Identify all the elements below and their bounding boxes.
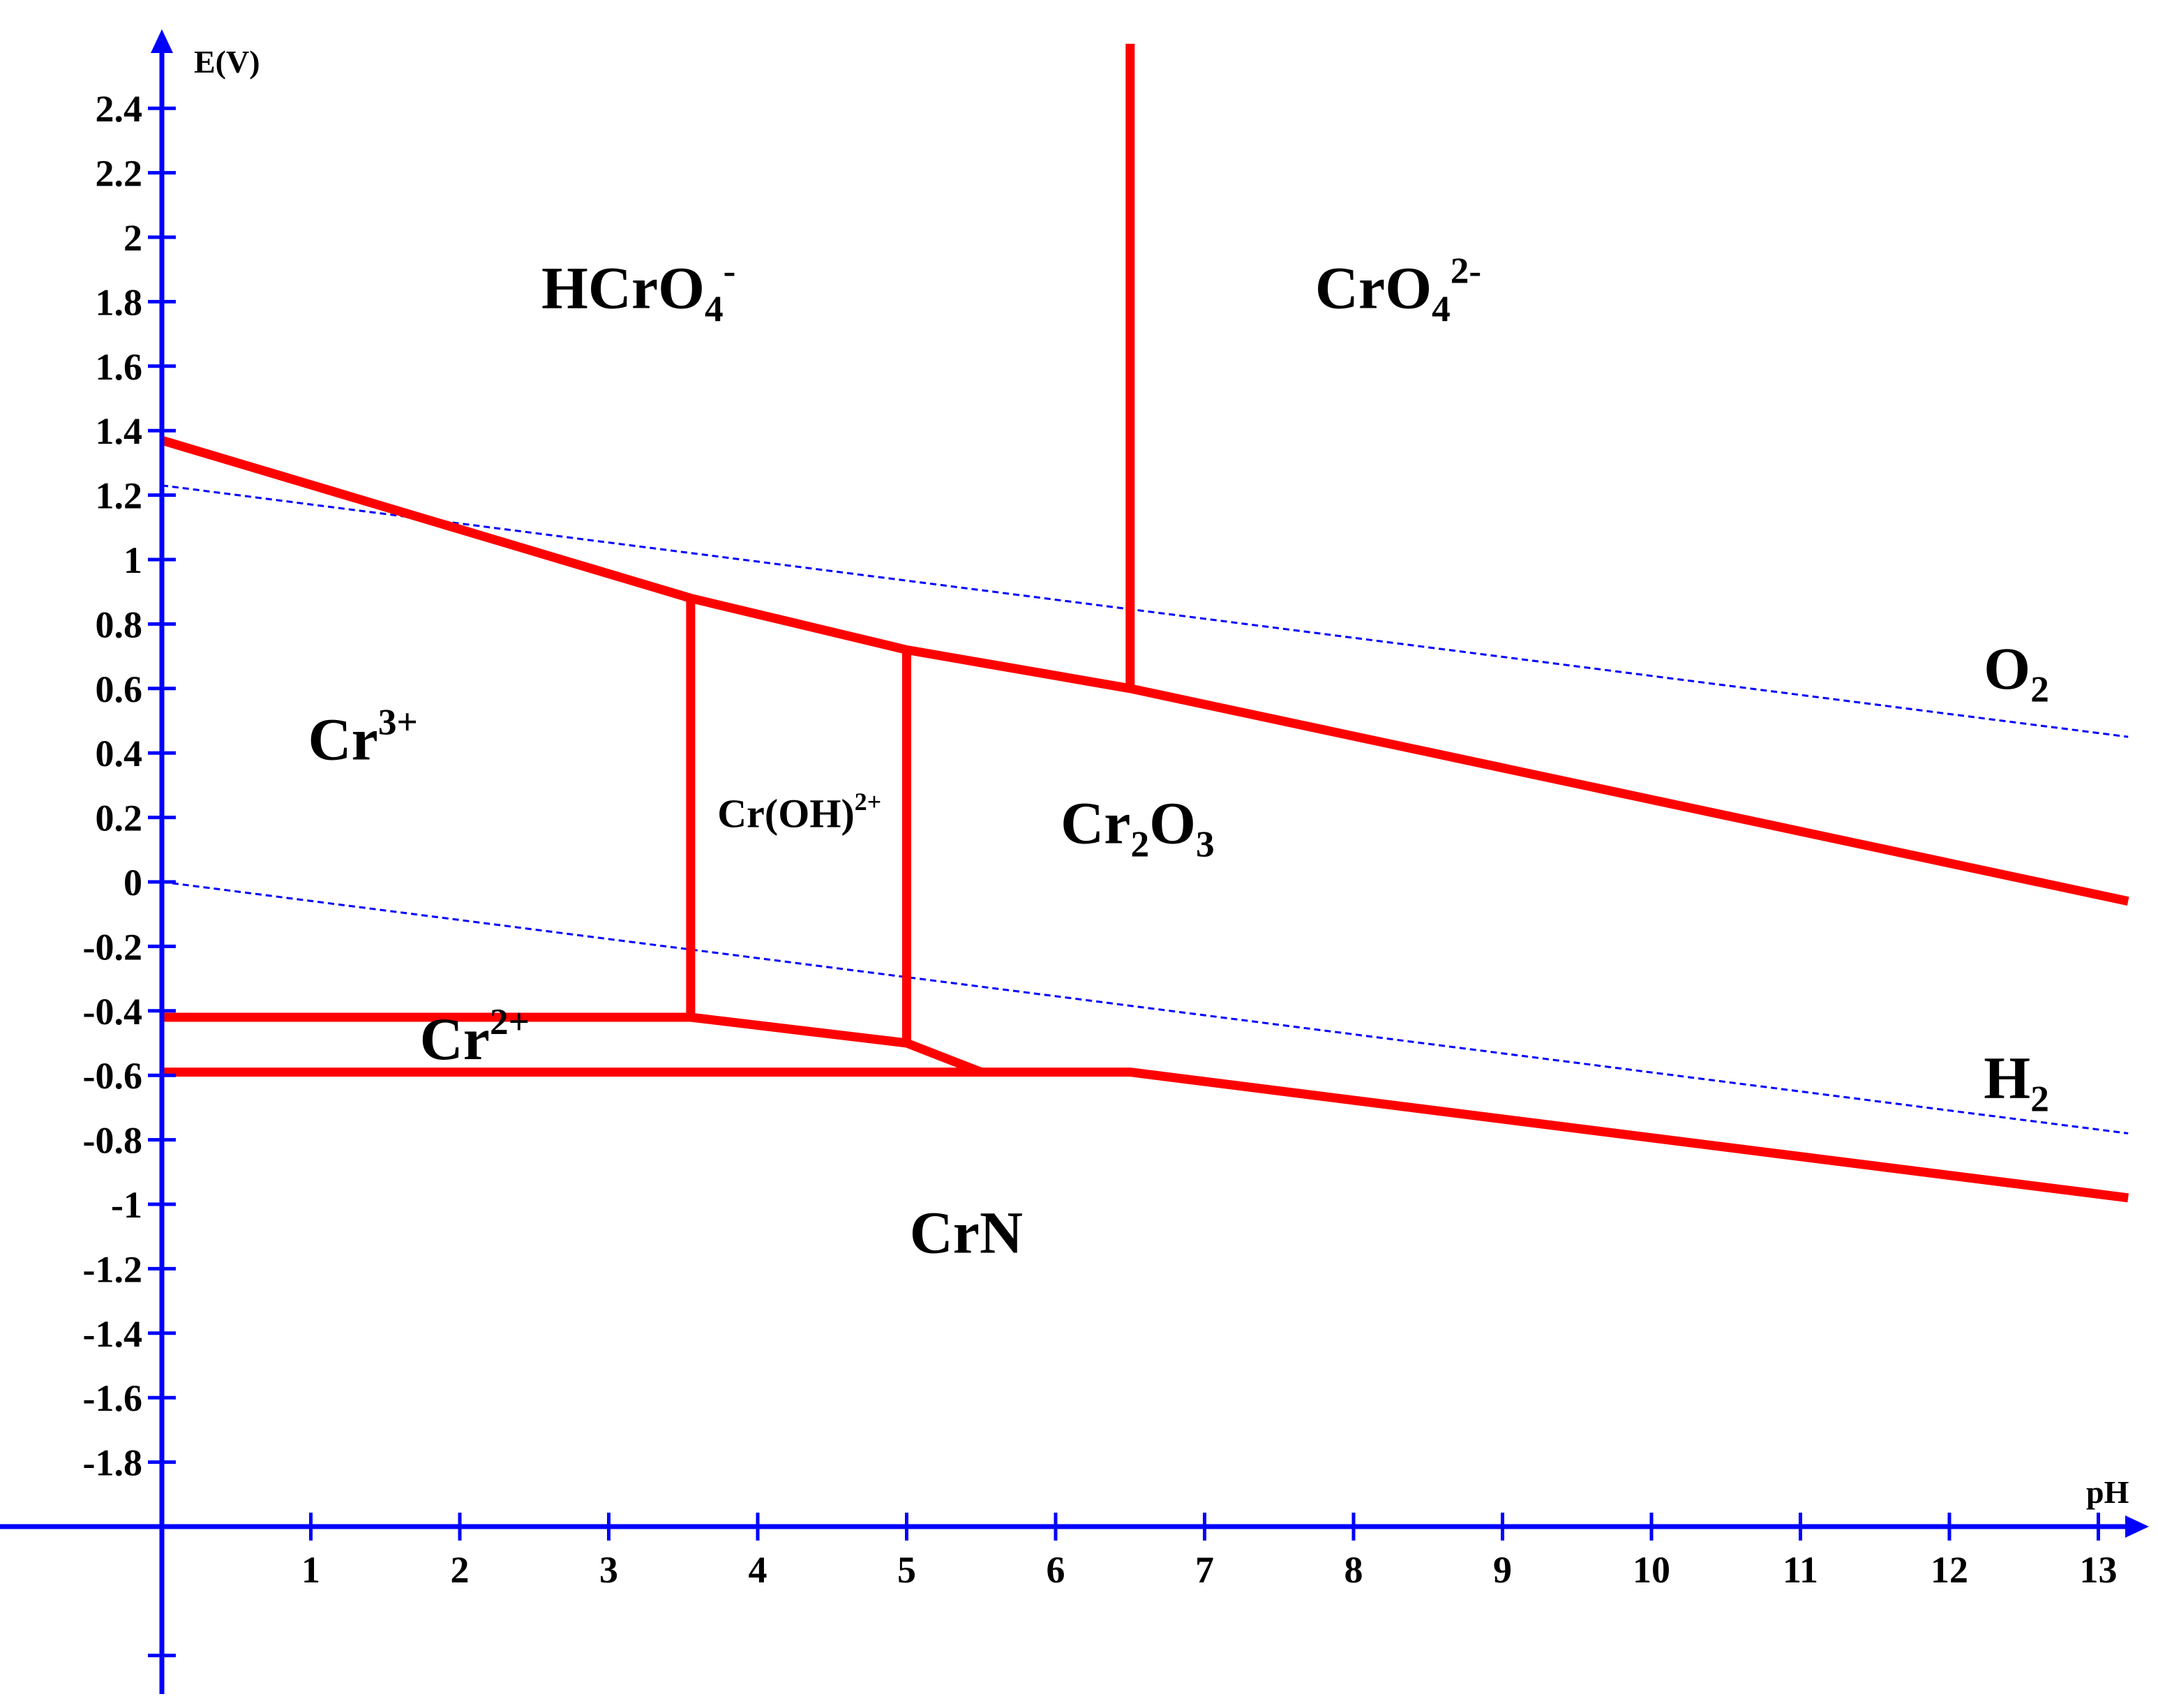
y-tick-label: 0.8 [96, 604, 143, 645]
phase-boundary-line [162, 1068, 2129, 1203]
region-label: CrO42- [1315, 250, 1481, 330]
y-tick-label: -1 [111, 1184, 142, 1226]
x-tick-label: 5 [897, 1549, 916, 1591]
region-label: Cr3+ [308, 701, 418, 772]
y-tick-label: -1.6 [83, 1377, 142, 1419]
y-tick-label: -0.2 [83, 926, 142, 968]
x-tick-label: 7 [1195, 1549, 1214, 1591]
water-line-h2 [161, 881, 2129, 1134]
y-tick-label: -0.4 [83, 991, 142, 1033]
y-tick-label: 1.4 [96, 410, 143, 452]
region-labels: HCrO4- CrO42- Cr3+ Cr(OH)2+ Cr2O3 Cr2+ CrN O2 H2 [308, 250, 2049, 1266]
y-tick-label: 0.2 [96, 797, 143, 839]
x-tick-label: 10 [1633, 1549, 1670, 1591]
y-tick-label: 2.4 [96, 88, 143, 130]
x-tick-label: 3 [599, 1549, 618, 1591]
x-tick-label: 13 [2080, 1549, 2118, 1591]
x-tick-label: 2 [451, 1549, 470, 1591]
y-tick-label: -0.8 [83, 1120, 142, 1162]
y-tick-label: 0.4 [96, 733, 143, 774]
x-tick-label: 6 [1047, 1549, 1065, 1591]
region-label: Cr2O3 [1061, 790, 1215, 865]
x-axis-arrow-icon [2125, 1515, 2149, 1538]
y-tick-label: -0.6 [83, 1055, 142, 1097]
y-tick-label: 0 [123, 862, 142, 904]
x-tick-label: 12 [1931, 1549, 1968, 1591]
y-tick-label: -1.2 [83, 1248, 142, 1290]
y-axis-arrow-icon [151, 29, 173, 53]
y-tick-label: 0.6 [96, 668, 143, 710]
y-axis-ticks: 2.4 2.2 2 1.8 1.6 1.4 1.2 1 0.8 0.6 0.4 0.2 0 -0.2 -0.… [83, 88, 176, 1484]
x-tick-label: 4 [749, 1549, 767, 1591]
x-axis-ticks: 1 2 3 4 5 6 7 8 9 10 11 12 13 [301, 1513, 2118, 1591]
y-tick-label: 1.8 [96, 281, 143, 323]
water-line-o2 [161, 484, 2129, 738]
x-tick-label: 8 [1344, 1549, 1363, 1591]
region-label: CrN [910, 1199, 1023, 1266]
region-label: Cr2+ [420, 1001, 530, 1072]
region-label: Cr(OH)2+ [717, 788, 881, 836]
region-label: H2 [1984, 1044, 2049, 1120]
region-label: O2 [1984, 635, 2049, 710]
water-stability-lines [161, 484, 2129, 1134]
x-tick-label: 9 [1493, 1549, 1512, 1591]
y-tick-label: 1 [123, 539, 142, 581]
axes [0, 29, 2149, 1694]
y-tick-label: 2.2 [96, 153, 143, 195]
x-axis-title: pH [2086, 1474, 2129, 1510]
y-axis-title: E(V) [194, 44, 260, 80]
region-label: HCrO4- [541, 250, 735, 330]
y-tick-label: -1.8 [83, 1442, 142, 1484]
x-tick-label: 11 [1783, 1549, 1818, 1591]
phase-boundary-line [162, 1012, 983, 1077]
y-tick-label: -1.4 [83, 1313, 142, 1355]
phase-boundaries [160, 43, 2129, 1203]
x-tick-label: 1 [301, 1549, 320, 1591]
y-tick-label: 1.2 [96, 475, 143, 517]
y-tick-label: 1.6 [96, 346, 143, 388]
y-tick-label: 2 [123, 217, 142, 259]
